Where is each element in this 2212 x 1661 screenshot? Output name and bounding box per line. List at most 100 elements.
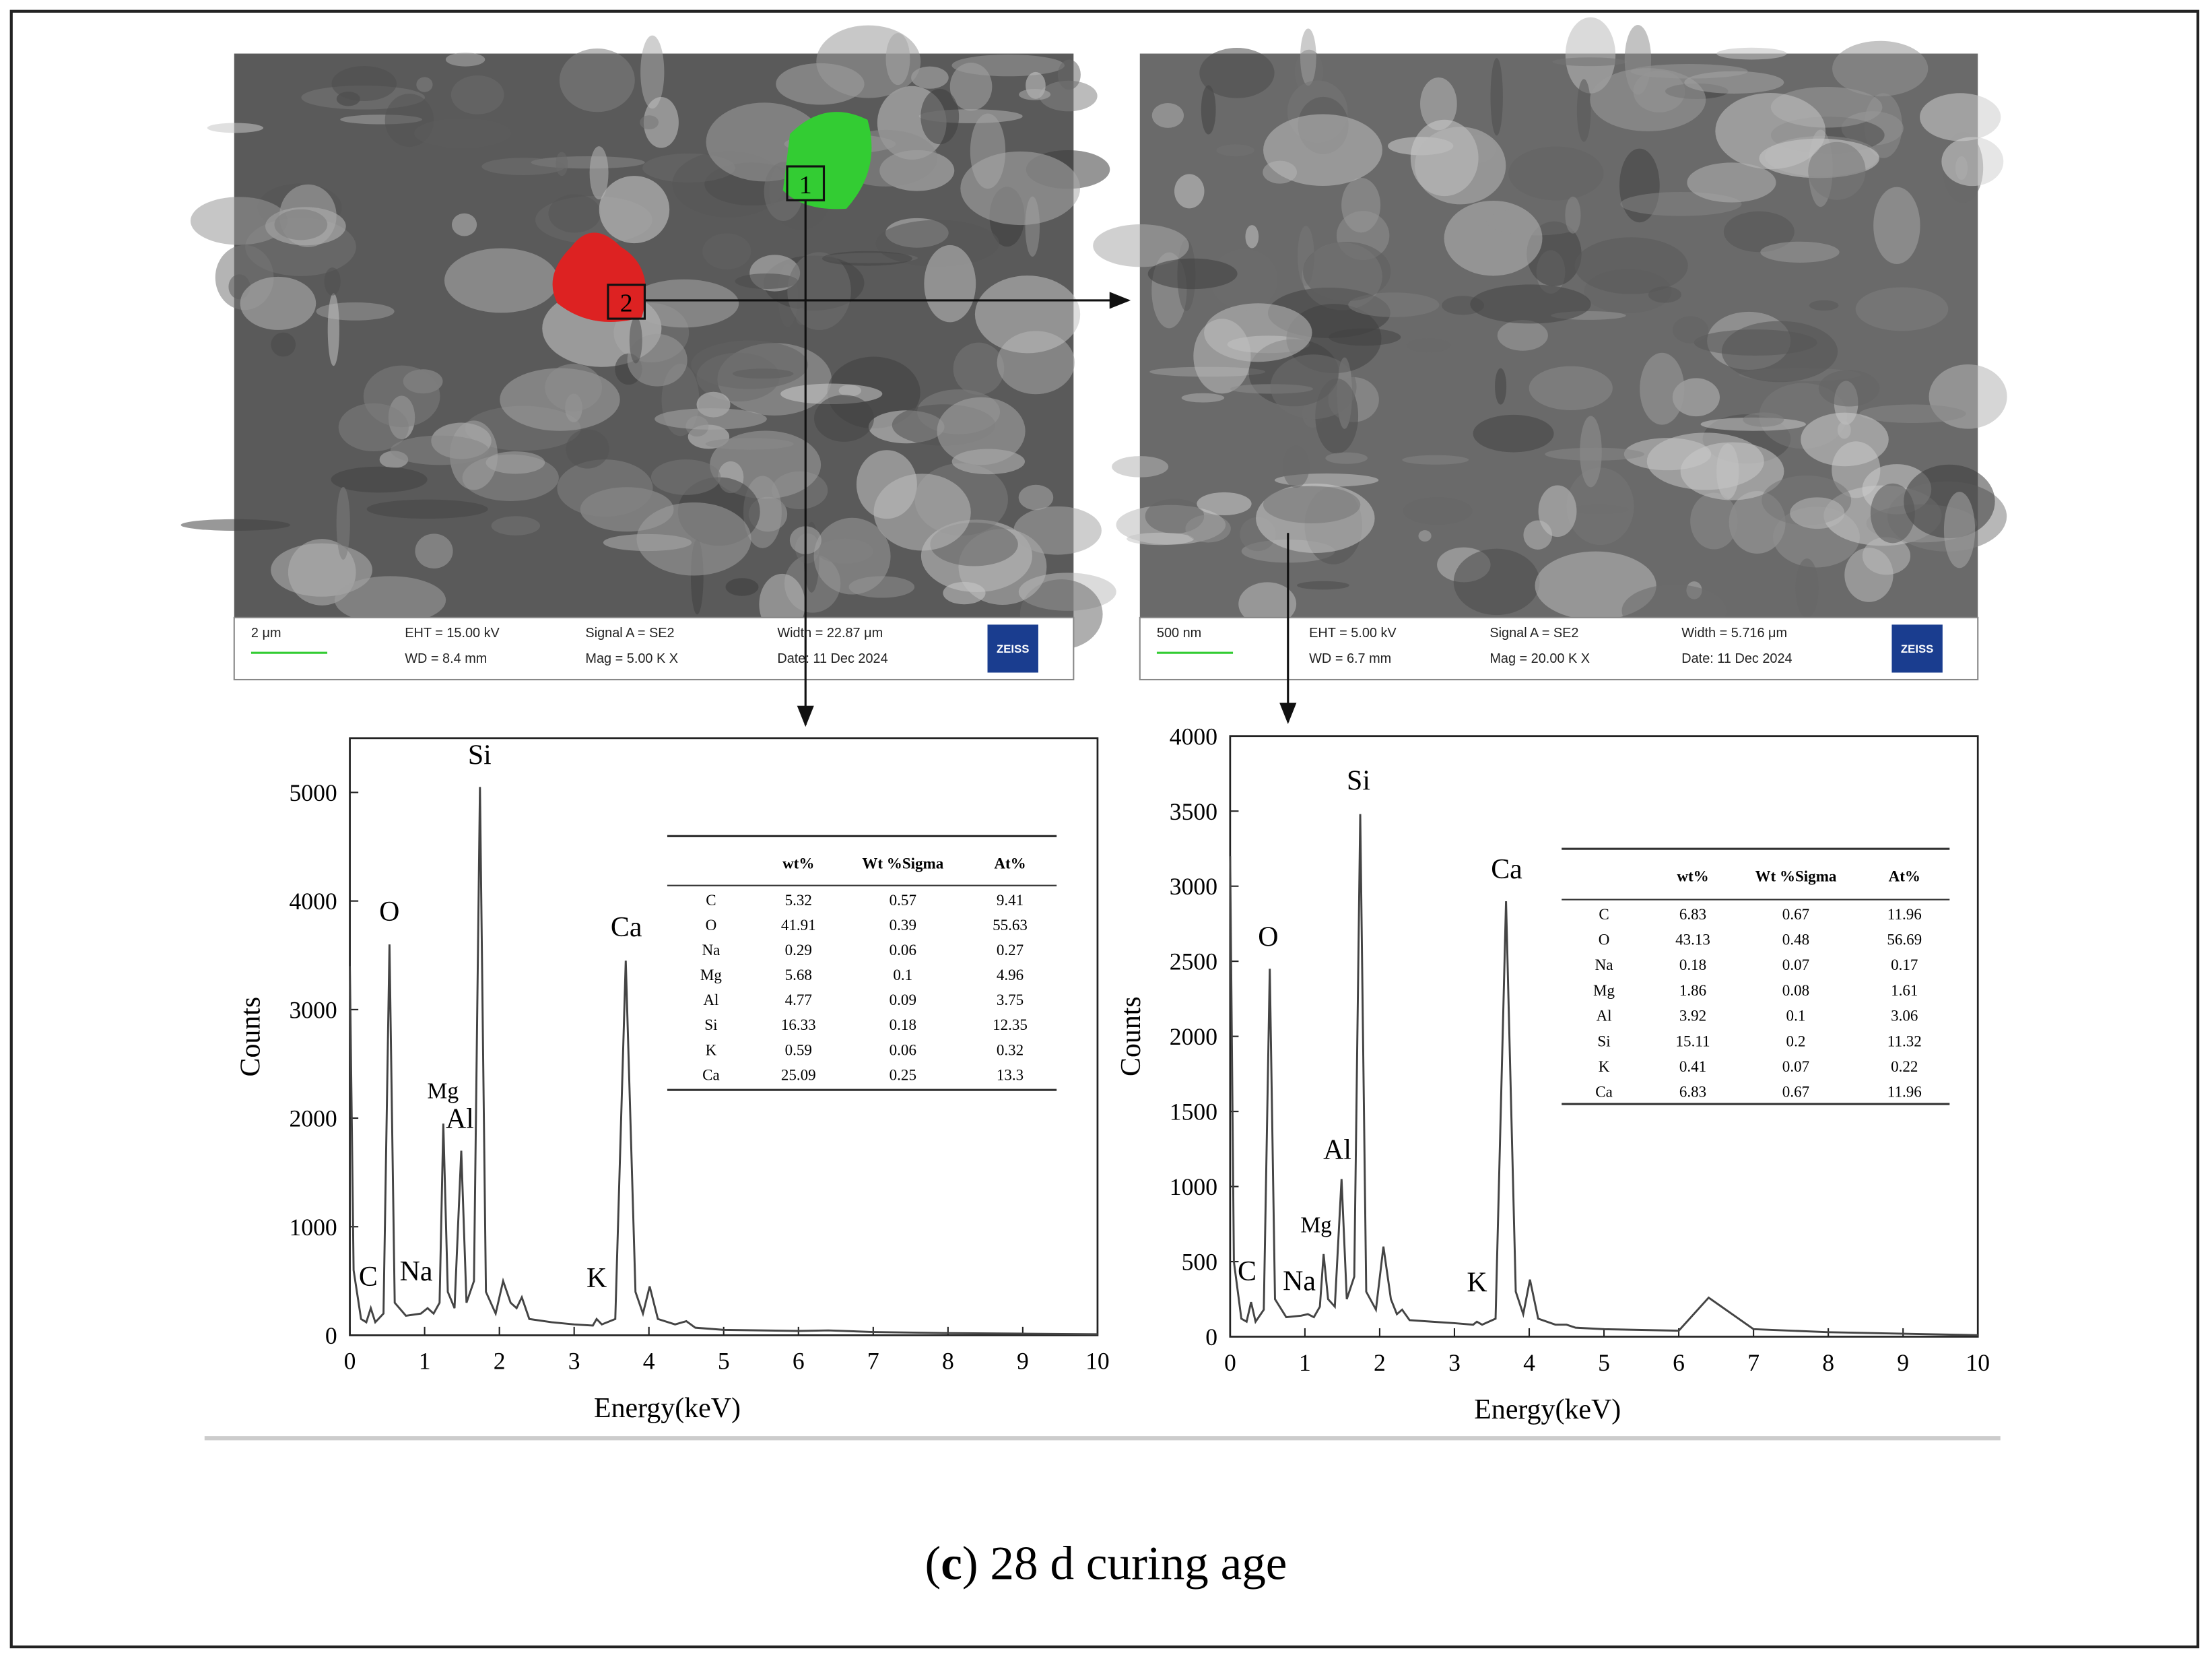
- info: Signal A = SE2: [1489, 626, 1578, 641]
- table-cell: 1.86: [1679, 981, 1706, 999]
- peak-label: Mg: [428, 1079, 459, 1104]
- texture: [207, 123, 264, 133]
- texture: [1282, 445, 1310, 488]
- table-cell: 0.18: [890, 1016, 916, 1033]
- texture: [1013, 506, 1102, 555]
- texture: [1245, 225, 1259, 249]
- texture: [416, 77, 433, 92]
- texture: [556, 152, 568, 176]
- table-header: wt%: [782, 855, 814, 872]
- table-cell: 3.75: [997, 991, 1024, 1008]
- x-tick-label: 4: [1523, 1349, 1535, 1376]
- table-cell: Si: [1597, 1032, 1610, 1049]
- texture: [363, 365, 440, 428]
- table-cell: O: [706, 916, 717, 934]
- texture: [1576, 79, 1591, 142]
- table-cell: O: [1599, 931, 1610, 948]
- peak-label: Mg: [1300, 1213, 1332, 1238]
- x-tick-label: 9: [1897, 1349, 1909, 1376]
- texture: [336, 486, 350, 560]
- texture: [545, 364, 603, 412]
- texture: [331, 66, 397, 101]
- region-2: [552, 232, 646, 322]
- y-tick-label: 4000: [289, 888, 337, 915]
- info: Mag = 5.00 K X: [585, 651, 678, 666]
- info: Date: 11 Dec 2024: [777, 651, 887, 666]
- table-cell: 13.3: [997, 1066, 1024, 1083]
- info: EHT = 5.00 kV: [1309, 626, 1397, 641]
- table-cell: 4.96: [997, 966, 1024, 983]
- texture: [951, 55, 1065, 77]
- table-cell: 0.1: [1786, 1007, 1806, 1024]
- texture: [732, 368, 794, 379]
- texture: [873, 474, 971, 551]
- texture: [1199, 48, 1275, 98]
- texture: [813, 395, 874, 442]
- texture: [1490, 58, 1503, 136]
- texture: [240, 276, 316, 330]
- texture: [1552, 57, 1628, 67]
- texture: [1093, 224, 1189, 267]
- table-cell: C: [706, 891, 716, 909]
- texture: [1920, 93, 2001, 141]
- texture: [481, 158, 566, 175]
- texture: [795, 307, 807, 325]
- texture: [1790, 497, 1845, 529]
- texture: [1197, 492, 1252, 515]
- y-tick-label: 3000: [289, 996, 337, 1023]
- table-cell: 0.29: [785, 941, 812, 958]
- texture: [1057, 59, 1081, 90]
- table-cell: 0.2: [1786, 1032, 1806, 1049]
- table-cell: Ca: [1595, 1083, 1613, 1101]
- texture: [636, 502, 751, 576]
- table-cell: 0.06: [890, 1041, 916, 1058]
- table-cell: 0.22: [1891, 1057, 1918, 1075]
- texture: [599, 176, 670, 244]
- texture: [702, 233, 751, 269]
- texture: [334, 576, 446, 624]
- x-tick-label: 0: [1224, 1349, 1236, 1376]
- x-tick-label: 6: [793, 1348, 805, 1375]
- region-1: [782, 112, 872, 209]
- texture: [557, 459, 653, 517]
- x-tick-label: 10: [1085, 1348, 1110, 1375]
- texture: [1721, 321, 1838, 383]
- table-cell: 9.41: [997, 891, 1024, 909]
- texture: [1808, 141, 1866, 200]
- y-tick-label: 3000: [1170, 873, 1217, 900]
- table-cell: Mg: [1593, 981, 1615, 999]
- texture: [559, 48, 635, 112]
- table-cell: 4.77: [785, 991, 812, 1008]
- peak-label: Ca: [611, 912, 642, 943]
- texture: [1941, 137, 2004, 187]
- table-cell: 0.25: [890, 1066, 916, 1083]
- texture: [1640, 352, 1685, 425]
- texture: [1497, 320, 1548, 351]
- table-cell: Al: [703, 991, 718, 1008]
- texture: [548, 194, 601, 233]
- texture: [1181, 393, 1225, 403]
- texture: [953, 342, 1005, 395]
- table-cell: 11.96: [1887, 905, 1922, 923]
- table-cell: 0.09: [890, 991, 916, 1008]
- texture: [696, 352, 780, 402]
- info: Width = 5.716 μm: [1681, 626, 1787, 641]
- texture: [1185, 515, 1231, 543]
- x-tick-label: 8: [1822, 1349, 1834, 1376]
- peak-label: Al: [1323, 1135, 1351, 1166]
- x-tick-label: 5: [1598, 1349, 1610, 1376]
- logo: ZEISS: [1901, 643, 1933, 655]
- texture: [1723, 211, 1795, 253]
- x-tick-label: 6: [1673, 1349, 1685, 1376]
- texture: [974, 275, 1081, 354]
- y-tick-label: 0: [325, 1322, 337, 1349]
- texture: [640, 115, 659, 130]
- logo: ZEISS: [997, 643, 1029, 655]
- texture: [485, 451, 545, 474]
- table-cell: 0.67: [1782, 905, 1809, 923]
- texture: [1870, 483, 1915, 544]
- texture: [1263, 114, 1382, 187]
- texture: [1538, 485, 1577, 538]
- peak-label: Na: [1283, 1266, 1316, 1297]
